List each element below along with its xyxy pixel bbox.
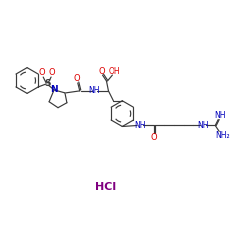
Text: O: O [49,68,56,77]
Text: O: O [39,68,46,77]
Text: NH: NH [134,121,146,130]
Text: NH: NH [214,111,226,120]
Text: O: O [150,133,157,142]
Text: HCl: HCl [95,182,116,192]
Text: OH: OH [108,66,120,76]
Text: O: O [98,66,105,76]
Text: N: N [50,86,58,94]
Text: NH: NH [198,121,209,130]
Text: NH: NH [88,86,99,96]
Text: NH₂: NH₂ [215,131,230,140]
Text: S: S [44,80,51,88]
Text: O: O [74,74,80,83]
